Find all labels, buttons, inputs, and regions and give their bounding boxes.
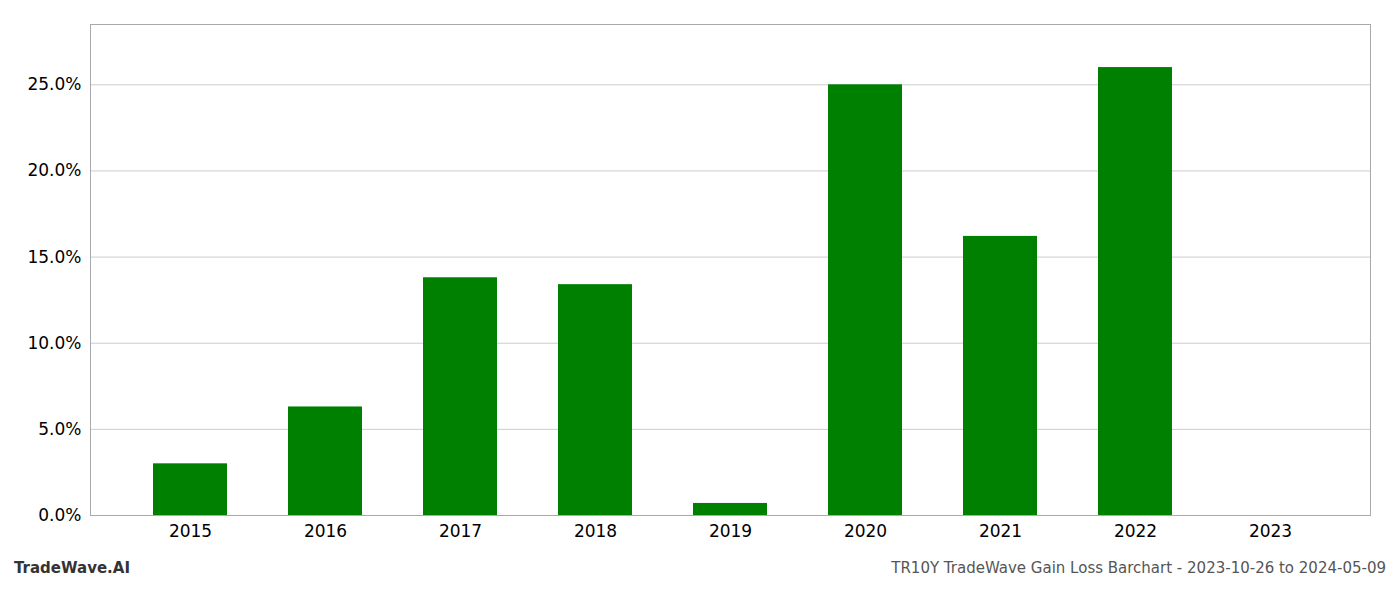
svg-text:2018: 2018 <box>574 521 617 541</box>
html-text:TradeWave.AI: TradeWave.AI <box>14 559 130 577</box>
svg-text:2023: 2023 <box>1249 521 1292 541</box>
svg-text:10.0%: 10.0% <box>27 333 81 353</box>
svg-text:5.0%: 5.0% <box>38 419 81 439</box>
svg-text:2016: 2016 <box>304 521 347 541</box>
svg-text:15.0%: 15.0% <box>27 247 81 267</box>
svg-text:25.0%: 25.0% <box>27 74 81 94</box>
svg-text:2022: 2022 <box>1114 521 1157 541</box>
svg-text:2017: 2017 <box>439 521 482 541</box>
html-text:TR10Y TradeWave Gain Loss Barc: TR10Y TradeWave Gain Loss Barchart - 202… <box>891 559 1386 577</box>
svg-text:2015: 2015 <box>169 521 212 541</box>
svg-text:0.0%: 0.0% <box>38 505 81 525</box>
svg-text:20.0%: 20.0% <box>27 160 81 180</box>
svg-text:2020: 2020 <box>844 521 887 541</box>
svg-text:2019: 2019 <box>709 521 752 541</box>
svg-text:2021: 2021 <box>979 521 1022 541</box>
